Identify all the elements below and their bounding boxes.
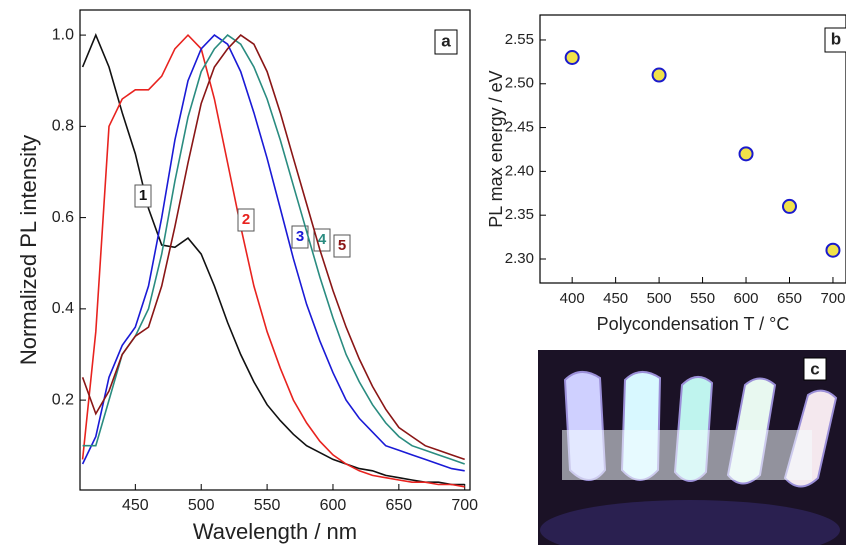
x-tick-label: 600 <box>734 290 759 307</box>
series-line <box>81 33 465 488</box>
series-label: 2 <box>242 211 250 228</box>
x-tick-label: 400 <box>560 290 585 307</box>
series-label: 5 <box>338 237 346 254</box>
x-axis-label: Wavelength / nm <box>193 519 357 544</box>
y-tick-label: 0.8 <box>52 118 74 135</box>
panel-label-box <box>434 29 458 55</box>
plot-frame <box>539 14 846 284</box>
y-tick-label: 2.35 <box>505 206 534 223</box>
x-tick-label: 700 <box>451 497 478 514</box>
scatter-point <box>738 146 754 162</box>
y-tick-label: 2.55 <box>505 31 534 48</box>
y-axis-label: PL max energy / eV <box>486 70 506 227</box>
panel-label: a <box>441 31 451 50</box>
series-label: 3 <box>296 228 304 245</box>
y-axis-label: Normalized PL intensity <box>16 135 41 365</box>
scatter-point <box>564 49 580 65</box>
series-line <box>81 34 465 472</box>
series-label: 4 <box>318 231 327 248</box>
x-tick-label: 650 <box>385 497 412 514</box>
photo-panel: c <box>538 350 846 545</box>
y-tick-label: 0.6 <box>52 209 74 226</box>
x-tick-label: 700 <box>820 290 845 307</box>
series-label: 1 <box>139 187 147 204</box>
panel-label: b <box>831 29 841 48</box>
y-tick-label: 1.0 <box>52 26 74 43</box>
y-tick-label: 2.50 <box>505 75 534 92</box>
chart-panel: 450 500 550 600 650 700 0.2 0.4 0.6 0.8 1.0 Wavelen… <box>16 9 478 544</box>
scatter-point <box>781 198 797 214</box>
x-tick-label: 650 <box>777 290 802 307</box>
panel-label: c <box>810 359 819 378</box>
x-tick-label: 450 <box>122 497 149 514</box>
panel-label-box <box>803 357 827 381</box>
series-line <box>81 33 465 486</box>
chart-panel: 400 450 500 550 600 650 700 2.30 2.35 2.40 2.45 2.5… <box>486 14 846 334</box>
y-tick-label: 2.45 <box>505 119 534 136</box>
y-tick-label: 0.2 <box>52 391 74 408</box>
powder-glow <box>562 430 812 480</box>
series-label-box <box>333 234 351 258</box>
y-tick-label: 2.30 <box>505 250 534 267</box>
x-tick-label: 500 <box>647 290 672 307</box>
plot-frame <box>79 9 471 491</box>
x-axis-label: Polycondensation T / °C <box>597 314 790 334</box>
y-tick-label: 2.40 <box>505 162 534 179</box>
series-label-box <box>237 208 255 232</box>
y-tick-label: 0.4 <box>52 300 74 317</box>
x-tick-label: 450 <box>603 290 628 307</box>
panel-label-box <box>824 27 846 53</box>
series-line <box>81 34 465 461</box>
scatter-point <box>825 242 841 258</box>
photo-glow <box>540 500 840 545</box>
series-label-box <box>134 184 152 208</box>
x-tick-label: 600 <box>320 497 347 514</box>
x-tick-label: 550 <box>254 497 281 514</box>
scatter-point <box>651 67 667 83</box>
x-tick-label: 500 <box>188 497 215 514</box>
series-line <box>82 34 465 465</box>
x-tick-label: 550 <box>690 290 715 307</box>
